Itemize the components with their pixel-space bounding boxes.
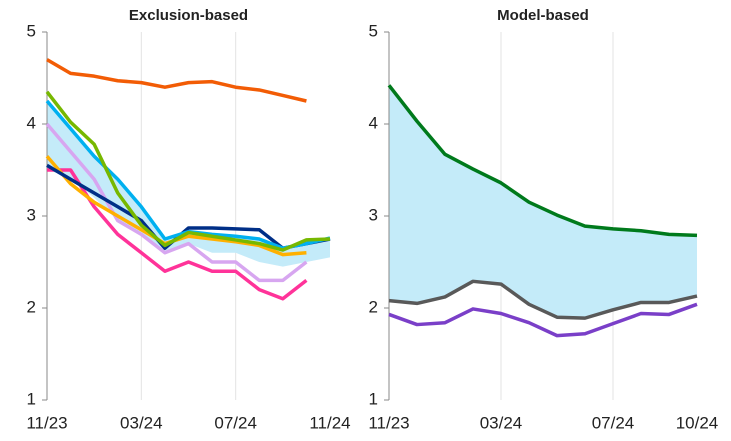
y-tick-label: 3 (27, 205, 36, 224)
y-tick-label: 4 (27, 113, 36, 132)
series-line (45, 122, 308, 283)
y-tick-label: 1 (27, 389, 36, 408)
x-tick-label: 11/24 (309, 413, 350, 432)
chart-title: Model-based (497, 7, 589, 24)
y-tick-label: 4 (369, 113, 378, 132)
shaded-range (47, 101, 330, 267)
y-tick-label: 3 (369, 205, 378, 224)
x-tick-label: 10/24 (676, 413, 719, 432)
series-line (388, 279, 698, 320)
y-tick-label: 2 (27, 297, 36, 316)
x-tick-label: 11/23 (26, 413, 67, 432)
x-tick-label: 03/24 (120, 413, 163, 432)
y-tick-label: 5 (369, 21, 378, 40)
x-tick-label: 11/23 (368, 413, 409, 432)
x-tick-label: 07/24 (592, 413, 635, 432)
y-tick-label: 5 (27, 21, 36, 40)
x-tick-label: 03/24 (480, 413, 523, 432)
y-tick-label: 1 (369, 389, 378, 408)
series-line (387, 84, 698, 238)
x-tick-label: 07/24 (214, 413, 257, 432)
series-line (388, 302, 698, 338)
series-line (46, 58, 307, 103)
y-tick-label: 2 (369, 297, 378, 316)
series-line (45, 90, 331, 252)
shaded-range (389, 85, 697, 319)
chart-title: Exclusion-based (129, 7, 248, 24)
